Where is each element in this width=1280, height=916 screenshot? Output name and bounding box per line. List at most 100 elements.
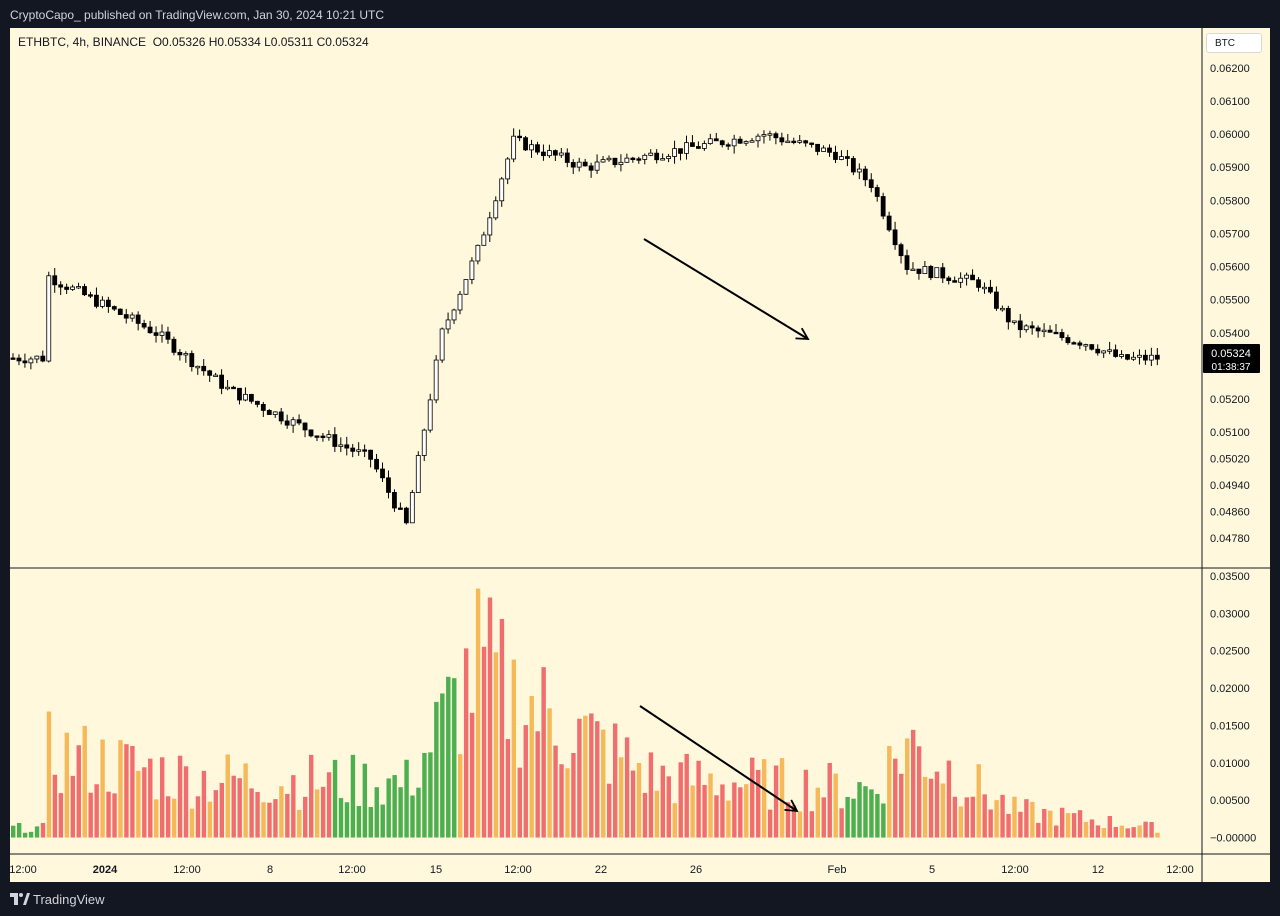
volume-bar bbox=[332, 759, 338, 838]
candle-body bbox=[16, 357, 22, 362]
candle-body bbox=[433, 359, 439, 401]
volume-bar bbox=[94, 784, 99, 838]
candle-body bbox=[862, 168, 868, 181]
volume-bar bbox=[326, 772, 332, 838]
volume-bar bbox=[422, 752, 427, 838]
volume-bar bbox=[1125, 828, 1130, 838]
price-axis: 0.06200 0.06100 0.06000 0.05900 0.05800 0.057… bbox=[1210, 63, 1250, 545]
volume-bar bbox=[440, 693, 445, 838]
tradingview-logo-icon bbox=[10, 893, 30, 905]
candle-body bbox=[1101, 350, 1107, 354]
volume-bar bbox=[1155, 832, 1160, 838]
volume-bar bbox=[1077, 810, 1083, 838]
volume-bar bbox=[1059, 807, 1065, 838]
chart-canvas[interactable]: 0.06200 0.06100 0.06000 0.05900 0.05800 0.057… bbox=[10, 28, 1270, 882]
volume-tick-label: 0.01000 bbox=[1210, 758, 1250, 770]
candle-body bbox=[946, 277, 952, 282]
candle-body bbox=[970, 274, 975, 281]
candle-body bbox=[368, 449, 374, 460]
candle-body bbox=[624, 157, 630, 163]
time-tick-label: 22 bbox=[595, 864, 607, 876]
volume-bar bbox=[922, 776, 928, 838]
candle-body bbox=[892, 229, 898, 246]
volume-axis: 0.03500 0.03000 0.02500 0.02000 0.01500 0.010… bbox=[1210, 571, 1256, 845]
volume-bar bbox=[565, 768, 570, 838]
volume-bar bbox=[583, 715, 588, 838]
volume-bar bbox=[46, 711, 52, 838]
volume-bar bbox=[380, 804, 385, 838]
price-tick-label: 0.06100 bbox=[1210, 96, 1250, 108]
candle-body bbox=[535, 144, 540, 153]
candle-body bbox=[290, 419, 296, 426]
candle-body bbox=[511, 135, 517, 160]
candle-body bbox=[308, 429, 314, 437]
candle-body bbox=[749, 140, 755, 143]
candle-body bbox=[117, 308, 123, 315]
volume-bar bbox=[291, 775, 296, 838]
candle-body bbox=[600, 159, 606, 163]
candle-body bbox=[392, 492, 397, 509]
volume-bar bbox=[195, 796, 201, 838]
candle-body bbox=[487, 217, 493, 236]
volume-bar bbox=[1137, 825, 1142, 838]
volume-bar bbox=[142, 767, 147, 838]
candle-body bbox=[1035, 327, 1041, 332]
candle-body bbox=[648, 152, 654, 156]
candle-body bbox=[415, 455, 421, 493]
volume-bar bbox=[928, 778, 934, 838]
candle-body bbox=[82, 286, 87, 296]
volume-bar bbox=[463, 648, 469, 838]
candle-body bbox=[755, 135, 761, 142]
candle-body bbox=[248, 393, 254, 402]
candle-body bbox=[10, 357, 16, 360]
volume-bar bbox=[22, 832, 28, 838]
candle-body bbox=[105, 299, 111, 307]
volume-bar bbox=[475, 588, 481, 838]
candles-layer bbox=[10, 128, 1160, 525]
volume-bar bbox=[1042, 808, 1047, 838]
volume-bar bbox=[589, 713, 594, 838]
volume-bar bbox=[672, 803, 677, 838]
price-tick-label: 0.04940 bbox=[1210, 480, 1250, 492]
volume-bar bbox=[297, 809, 302, 838]
candle-body bbox=[219, 374, 225, 389]
time-tick-label: 2024 bbox=[93, 864, 118, 876]
chart-area[interactable]: 0.06200 0.06100 0.06000 0.05900 0.05800 0.057… bbox=[10, 28, 1270, 882]
volume-bar bbox=[529, 696, 534, 838]
candle-body bbox=[1017, 320, 1023, 331]
time-tick-label: 12:00 bbox=[1001, 864, 1029, 876]
volume-bar bbox=[130, 745, 135, 838]
currency-badge[interactable]: BTC bbox=[1206, 33, 1262, 53]
candle-body bbox=[314, 435, 320, 438]
volume-bar bbox=[469, 712, 475, 838]
volume-bar bbox=[416, 787, 421, 838]
candle-body bbox=[660, 158, 666, 161]
candle-body bbox=[403, 507, 409, 524]
candle-body bbox=[666, 156, 671, 159]
volume-bar bbox=[1101, 827, 1107, 838]
candle-body bbox=[1083, 344, 1089, 347]
candle-body bbox=[910, 268, 916, 272]
volume-bar bbox=[16, 822, 22, 838]
candle-body bbox=[64, 286, 70, 290]
volume-bar bbox=[988, 809, 993, 838]
price-tick-label: 0.04780 bbox=[1210, 533, 1250, 545]
volume-bar bbox=[154, 799, 159, 838]
volume-bar bbox=[893, 758, 898, 838]
time-tick-label: 12 bbox=[1092, 864, 1104, 876]
candle-body bbox=[386, 477, 391, 493]
volume-bar bbox=[940, 783, 946, 838]
candle-body bbox=[195, 365, 201, 369]
volume-bar bbox=[732, 782, 737, 838]
publisher-text: CryptoCapo_ published on TradingView.com… bbox=[10, 8, 385, 22]
candle-body bbox=[707, 138, 713, 144]
candle-body bbox=[189, 353, 195, 368]
candle-body bbox=[427, 399, 433, 431]
candle-body bbox=[636, 158, 642, 161]
volume-bar bbox=[976, 764, 981, 838]
candle-body bbox=[606, 157, 612, 161]
volume-bar bbox=[261, 802, 266, 838]
volume-bar bbox=[309, 754, 314, 838]
candle-body bbox=[380, 468, 385, 479]
time-tick-label: 12:00 bbox=[10, 864, 37, 876]
